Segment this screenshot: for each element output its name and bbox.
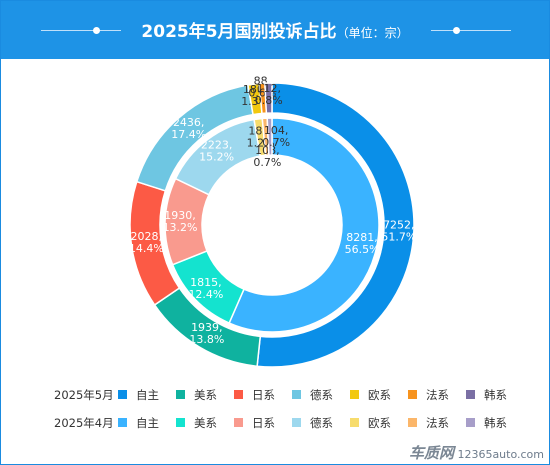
chart-title: 2025年5月国别投诉占比 <box>141 22 337 42</box>
legend-swatch-0-5 <box>408 390 417 399</box>
header-line-right <box>431 30 511 31</box>
legend-swatch-0-2 <box>234 390 243 399</box>
legend-month-inner: 2025年4月 <box>54 416 114 430</box>
legend-label-1-6: 韩系 <box>484 416 507 430</box>
header-dot-left <box>93 27 100 34</box>
legend-label-1-4: 欧系 <box>368 416 391 430</box>
legend-label-1-5: 法系 <box>426 416 449 430</box>
legend-swatch-1-6 <box>466 418 475 427</box>
legend-swatch-0-0 <box>118 390 127 399</box>
slice-label-outer-6: 112, 0.8% <box>255 82 283 107</box>
slice-outer-6 <box>264 82 273 114</box>
slice-label-outer-3: 2436, 17.4% <box>171 116 206 141</box>
legend-row-inner: 2025年4月 自主 美系 日系 德系 欧系 法系 韩系 <box>0 415 550 431</box>
slice-label-inner-5: 108, 0.7% <box>253 144 281 169</box>
watermark: 车质网 12365auto.com <box>409 442 544 463</box>
slice-label-inner-0: 8281, 56.5% <box>345 231 380 256</box>
legend-swatch-1-3 <box>292 418 301 427</box>
legend-swatch-1-1 <box>176 418 185 427</box>
legend-label-1-0: 自主 <box>136 416 159 430</box>
legend-row-outer: 2025年5月 自主 美系 日系 德系 欧系 法系 韩系 <box>0 387 550 403</box>
slice-label-inner-2: 1930, 13.2% <box>163 209 198 234</box>
chart-unit: （单位：宗） <box>336 26 409 40</box>
legend-swatch-0-6 <box>466 390 475 399</box>
watermark-site: 12365auto.com <box>457 448 544 461</box>
legend-label-0-6: 韩系 <box>484 388 507 402</box>
slice-outer-0 <box>256 82 415 368</box>
slice-inner-0 <box>228 117 380 333</box>
slice-label-inner-6: 104, 0.7% <box>262 124 290 149</box>
slice-label-outer-2: 2028, 14.4% <box>129 230 164 255</box>
watermark-brand: 车质网 <box>408 444 454 462</box>
legend-swatch-0-3 <box>292 390 301 399</box>
legend-swatch-1-2 <box>234 418 243 427</box>
slice-inner-6 <box>266 117 273 156</box>
legend-label-0-3: 德系 <box>310 388 333 402</box>
header-dot-right <box>453 27 460 34</box>
legend-label-0-2: 日系 <box>252 388 275 402</box>
header-line-left <box>41 30 121 31</box>
legend-swatch-1-5 <box>408 418 417 427</box>
slice-label-inner-3: 2223, 15.2% <box>199 139 234 164</box>
legend-month-outer: 2025年5月 <box>54 388 114 402</box>
legend-label-1-2: 日系 <box>252 416 275 430</box>
chart-title-wrap: 2025年5月国别投诉占比（单位：宗） <box>1 17 549 42</box>
slice-label-outer-0: 7252, 51.7% <box>381 219 416 244</box>
legend-swatch-1-0 <box>118 418 127 427</box>
legend-swatch-0-4 <box>350 390 359 399</box>
legend-label-0-5: 法系 <box>426 388 449 402</box>
legend-label-1-3: 德系 <box>310 416 333 430</box>
slice-label-outer-1: 1939, 13.8% <box>189 321 224 346</box>
chart-header: 2025年5月国别投诉占比（单位：宗） <box>1 1 549 59</box>
legend-label-0-1: 美系 <box>194 388 217 402</box>
legend-label-1-1: 美系 <box>194 416 217 430</box>
legend-swatch-1-4 <box>350 418 359 427</box>
legend-swatch-0-1 <box>176 390 185 399</box>
legend-label-0-4: 欧系 <box>368 388 391 402</box>
legend-label-0-0: 自主 <box>136 388 159 402</box>
slice-label-inner-1: 1815, 12.4% <box>188 276 223 301</box>
